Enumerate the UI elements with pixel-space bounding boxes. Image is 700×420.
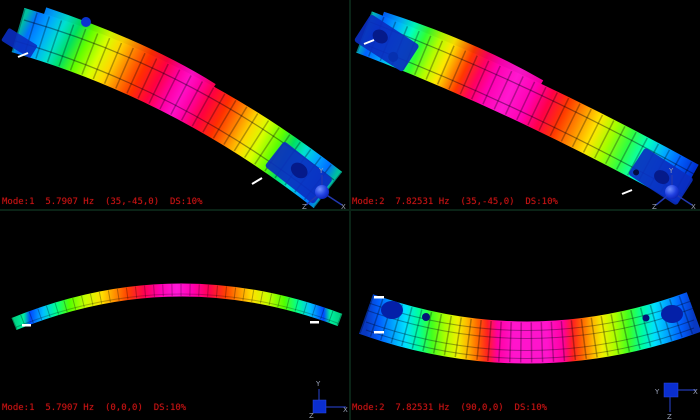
constraint-marker bbox=[251, 177, 263, 185]
constraint-marker bbox=[363, 39, 375, 45]
bolt-hole bbox=[642, 314, 650, 322]
constraint-marker bbox=[310, 321, 319, 324]
leaf-line bbox=[365, 299, 695, 331]
leaf-line bbox=[365, 319, 695, 351]
viewport-status-label: Mode:2 7.82531 Hz (90,0,0) DS:10% bbox=[352, 403, 548, 413]
origin-sphere-icon bbox=[315, 185, 329, 199]
constraint-marker bbox=[374, 296, 384, 299]
axis-label-x: X bbox=[341, 203, 346, 210]
clamp-block-left bbox=[354, 15, 419, 72]
viewport-canvas-mode1-side: Y Z X bbox=[11, 283, 348, 420]
constraint-marker bbox=[17, 52, 29, 58]
clamp-block-upper bbox=[1, 28, 38, 58]
clamp-bolt bbox=[633, 169, 640, 176]
viewport-canvas-mode1-iso: Y Z X bbox=[1, 7, 346, 210]
axis-label-x: X bbox=[691, 203, 696, 210]
z-axis-out-of-plane-icon bbox=[312, 399, 327, 414]
viewport-mode1-side[interactable]: Y Z X Mode:1 5.7907 Hz (0,0,0) DS:10% bbox=[0, 210, 350, 420]
axis-label-z: Z bbox=[652, 203, 657, 210]
leaf-line bbox=[365, 307, 695, 339]
eye-hole-left bbox=[381, 301, 403, 319]
bolt-hole bbox=[422, 313, 430, 321]
axis-label-z: Z bbox=[667, 413, 672, 420]
constraint-marker bbox=[374, 331, 384, 334]
axis-label-y: Y bbox=[654, 388, 660, 396]
constraint-marker bbox=[22, 324, 31, 327]
axis-label-x: X bbox=[693, 388, 698, 396]
eye-hole bbox=[654, 170, 670, 185]
beam-body bbox=[11, 283, 343, 331]
axis-label-y: Y bbox=[668, 167, 674, 175]
mesh-lines bbox=[11, 283, 343, 330]
viewport-divider-horizontal bbox=[0, 209, 700, 211]
viewport-canvas-mode2-iso: Y Z X bbox=[354, 11, 699, 210]
beam-mode2-top bbox=[359, 292, 700, 364]
origin-sphere-icon bbox=[665, 185, 679, 199]
clamp-bolt bbox=[388, 51, 399, 62]
eye-hole bbox=[372, 29, 388, 44]
axis-triad-iso: Y Z X bbox=[652, 167, 696, 210]
viewport-status-label: Mode:2 7.82531 Hz (35,-45,0) DS:10% bbox=[352, 197, 558, 207]
axis-label-x: X bbox=[343, 406, 348, 414]
clamp-block-lower bbox=[265, 142, 332, 204]
axis-label-z: Z bbox=[309, 412, 314, 420]
leaf-line bbox=[365, 327, 695, 359]
viewport-mode2-iso[interactable]: Y Z X Mode:2 7.82531 Hz (35,-45,0) DS:10… bbox=[350, 0, 700, 210]
leaf-line bbox=[13, 293, 341, 329]
constraint-marker bbox=[621, 189, 633, 195]
viewport-mode1-iso[interactable]: Y Z X Mode:1 5.7907 Hz (35,-45,0) DS:10% bbox=[0, 0, 350, 210]
axis-triad-iso: Y Z X bbox=[302, 167, 346, 210]
y-axis-out-of-plane-icon bbox=[663, 382, 679, 398]
axis-label-z: Z bbox=[302, 203, 307, 210]
viewport-status-label: Mode:1 5.7907 Hz (35,-45,0) DS:10% bbox=[2, 197, 203, 207]
eye-hole bbox=[290, 162, 308, 179]
viewport-status-label: Mode:1 5.7907 Hz (0,0,0) DS:10% bbox=[2, 403, 187, 413]
axis-label-y: Y bbox=[318, 167, 324, 175]
eye-hole-right bbox=[661, 305, 683, 323]
beam-body bbox=[359, 292, 700, 364]
clamp-bolt bbox=[81, 17, 91, 27]
viewport-mode2-top[interactable]: Y X Z Mode:2 7.82531 Hz (90,0,0) DS:10% bbox=[350, 210, 700, 420]
beam-mode1-side bbox=[11, 283, 343, 331]
viewport-canvas-mode2-top: Y X Z bbox=[359, 292, 700, 420]
leaf-line bbox=[369, 21, 695, 175]
axis-triad-xz: Y X Z bbox=[654, 382, 698, 420]
axis-label-y: Y bbox=[315, 380, 321, 388]
axis-triad-xy: Y Z X bbox=[309, 380, 348, 420]
